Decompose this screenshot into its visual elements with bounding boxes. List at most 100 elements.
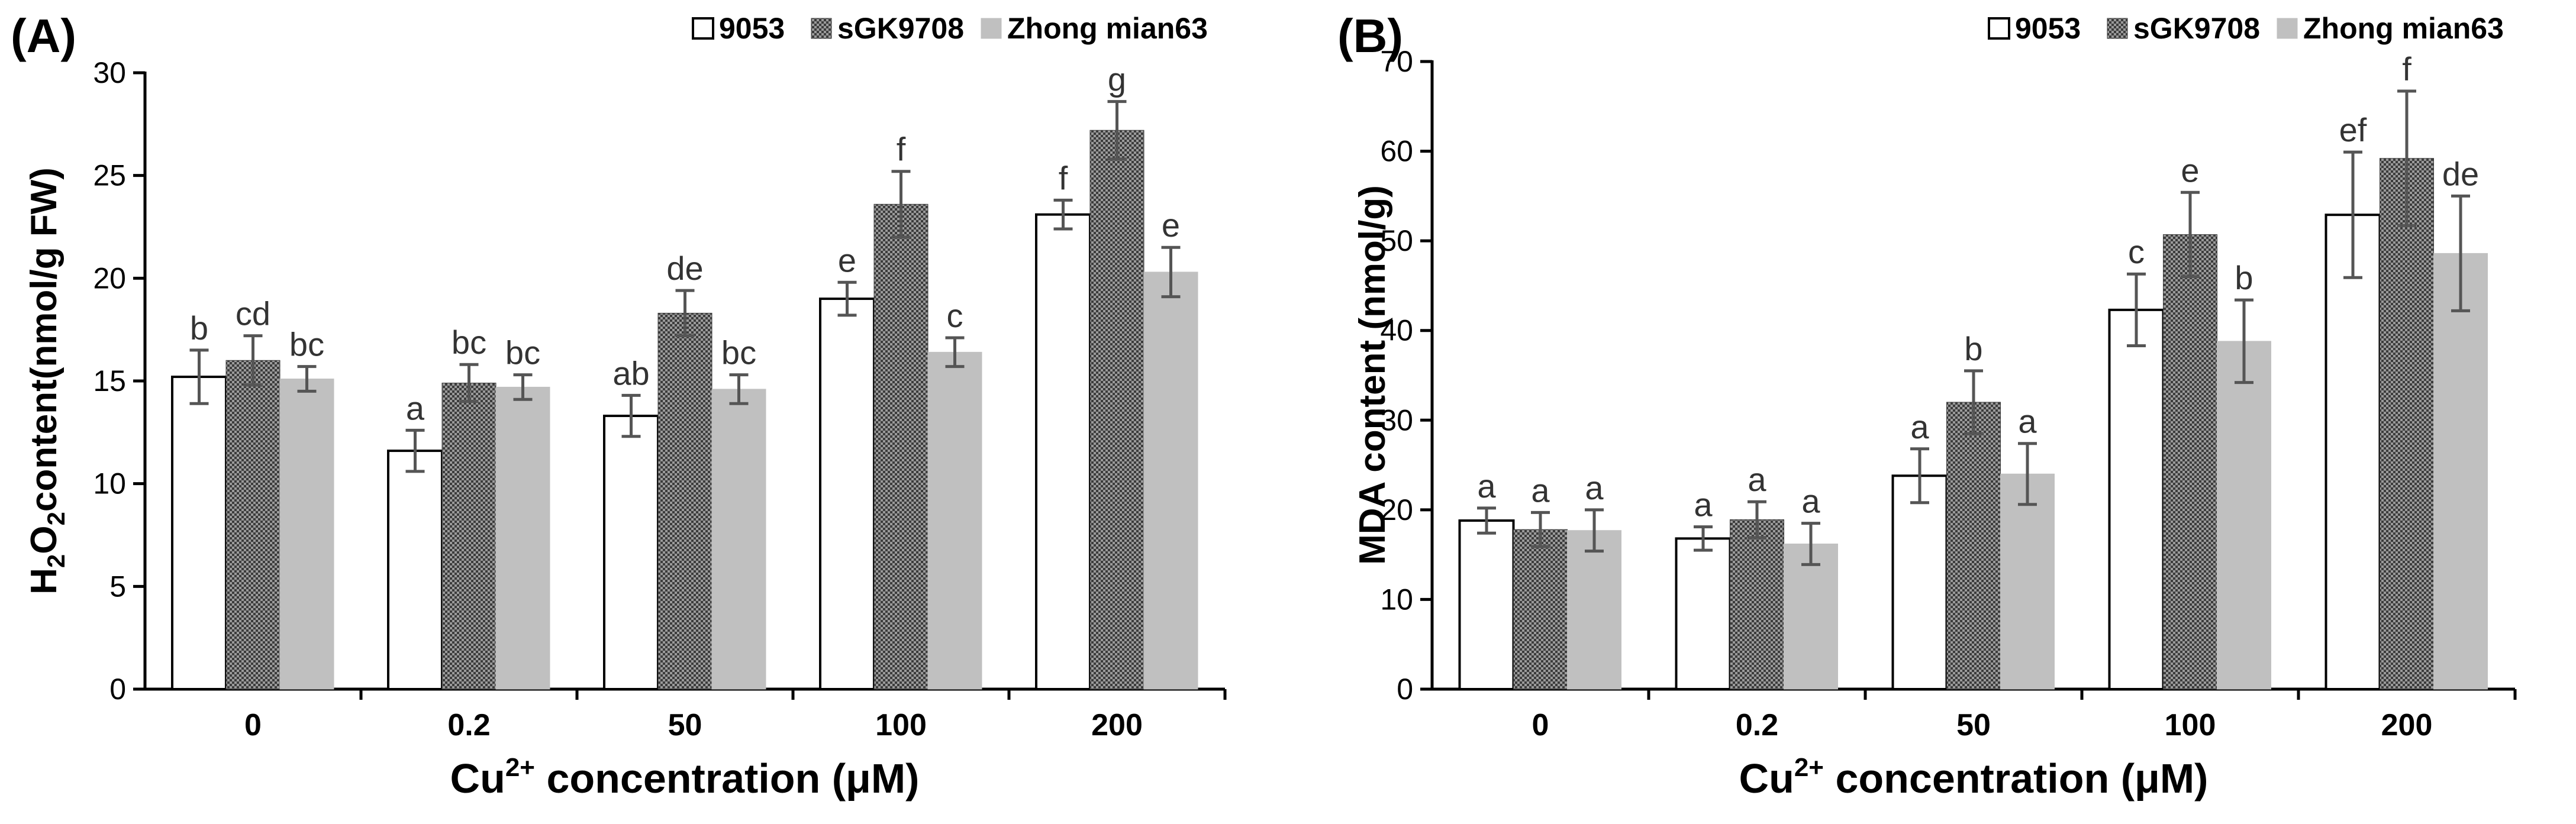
legend-swatch bbox=[811, 18, 832, 39]
y-tick-label: 0 bbox=[109, 673, 126, 706]
significance-letter: ef bbox=[2339, 111, 2367, 148]
x-tick-label: 100 bbox=[2165, 708, 2216, 742]
bar-9053 bbox=[387, 450, 443, 690]
significance-letter: c bbox=[2128, 233, 2145, 270]
significance-letter: a bbox=[1694, 486, 1713, 524]
y-axis-label: MDA content (nmol/g) bbox=[1352, 185, 1393, 565]
significance-letter: e bbox=[2181, 151, 2199, 189]
legend-label: Zhong mian63 bbox=[1007, 12, 1208, 45]
legend: Zhong mian63 sGK9708 9053 bbox=[692, 12, 1208, 45]
y-tick-label: 15 bbox=[93, 364, 126, 398]
bar-zhong-mian63 bbox=[927, 351, 982, 690]
x-axis-label: Cu2+ concentration (μM) bbox=[1739, 753, 2209, 802]
significance-letter: cd bbox=[236, 295, 270, 332]
y-tick-label: 0 bbox=[1397, 673, 1413, 706]
significance-letter: c bbox=[947, 297, 963, 334]
bar-zhong-mian63 bbox=[1143, 272, 1198, 690]
bar-zhong-mian63 bbox=[495, 386, 550, 690]
x-label-superscript: 2+ bbox=[1794, 753, 1824, 782]
y-tick-label: 10 bbox=[93, 467, 126, 500]
bar-9053 bbox=[1675, 537, 1732, 690]
x-tick-label: 0.2 bbox=[447, 708, 490, 742]
x-label-superscript: 2+ bbox=[505, 753, 535, 782]
significance-letter: a bbox=[1910, 408, 1929, 445]
x-tick-label: 200 bbox=[2381, 708, 2433, 742]
significance-letter: a bbox=[1801, 483, 1820, 520]
significance-letter: ab bbox=[612, 354, 649, 392]
legend-swatch bbox=[981, 18, 1002, 39]
bar-zhong-mian63 bbox=[2217, 341, 2271, 690]
significance-letter: e bbox=[838, 241, 856, 279]
y-tick-label: 40 bbox=[1380, 314, 1413, 347]
bar-sgk9708 bbox=[2380, 158, 2434, 690]
significance-letter: bc bbox=[505, 334, 540, 371]
legend-label: sGK9708 bbox=[837, 12, 964, 45]
significance-letter: f bbox=[2402, 50, 2411, 88]
significance-letter: de bbox=[2442, 155, 2479, 192]
bar-9053 bbox=[1891, 474, 1948, 690]
legend-swatch bbox=[692, 17, 714, 40]
y-tick-label: 30 bbox=[93, 56, 126, 89]
x-tick-label: 200 bbox=[1091, 708, 1143, 742]
y-tick-label: 70 bbox=[1380, 45, 1413, 78]
bar-9053 bbox=[2108, 308, 2165, 690]
significance-letter: bc bbox=[721, 334, 756, 371]
x-tick-label: 50 bbox=[1956, 708, 1991, 742]
y-tick-label: 10 bbox=[1380, 583, 1413, 616]
x-label-part: concentration (μM) bbox=[535, 755, 919, 802]
significance-letter: a bbox=[2018, 403, 2037, 440]
x-label-part: concentration (μM) bbox=[1824, 755, 2208, 802]
legend: Zhong mian63 sGK9708 9053 bbox=[1988, 12, 2504, 45]
panel-label: (B) bbox=[1337, 9, 1403, 62]
legend-label: 9053 bbox=[2015, 12, 2081, 45]
significance-letter: a bbox=[1585, 469, 1604, 506]
legend-swatch bbox=[2107, 18, 2128, 39]
bar-sgk9708 bbox=[1513, 529, 1568, 690]
x-label-part: Cu bbox=[450, 755, 505, 802]
y-label-subscript: 2 bbox=[42, 512, 70, 525]
legend-label: sGK9708 bbox=[2133, 12, 2260, 45]
bar-sgk9708 bbox=[1946, 402, 2001, 690]
bar-zhong-mian63 bbox=[711, 389, 766, 690]
y-label-part: O bbox=[24, 525, 65, 554]
bar-zhong-mian63 bbox=[2433, 253, 2488, 690]
significance-letter: g bbox=[1108, 61, 1126, 98]
bar-zhong-mian63 bbox=[2000, 473, 2055, 690]
x-axis-label: Cu2+ concentration (μM) bbox=[450, 753, 920, 802]
bar-9053 bbox=[2324, 214, 2381, 690]
legend-swatch bbox=[2277, 18, 2298, 39]
bar-9053 bbox=[1458, 519, 1515, 690]
bar-9053 bbox=[171, 376, 227, 690]
significance-letter: b bbox=[1964, 330, 1982, 367]
significance-letter: f bbox=[1059, 159, 1068, 196]
significance-letter: bc bbox=[289, 326, 324, 363]
bar-sgk9708 bbox=[873, 203, 928, 690]
y-label-part: content(nmol/g FW) bbox=[24, 167, 65, 512]
panel-label: (A) bbox=[11, 9, 76, 62]
x-label-part: Cu bbox=[1739, 755, 1794, 802]
y-axis-label: H2O2content(nmol/g FW) bbox=[24, 167, 70, 594]
bar-zhong-mian63 bbox=[1784, 543, 1838, 690]
significance-letter: de bbox=[666, 250, 703, 287]
bar-sgk9708 bbox=[657, 312, 712, 690]
y-tick-label: 60 bbox=[1380, 135, 1413, 168]
y-tick-label: 30 bbox=[1380, 403, 1413, 437]
bar-9053 bbox=[603, 415, 659, 691]
significance-letter: a bbox=[1531, 471, 1550, 509]
significance-letter: bc bbox=[452, 324, 486, 361]
legend-swatch bbox=[1988, 17, 2010, 40]
bar-9053 bbox=[819, 298, 875, 691]
y-tick-label: 5 bbox=[109, 570, 126, 603]
y-label-part: MDA content (nmol/g) bbox=[1352, 185, 1393, 565]
significance-letter: e bbox=[1162, 206, 1180, 244]
significance-letter: a bbox=[1477, 467, 1496, 505]
bar-9053 bbox=[1035, 213, 1091, 691]
legend-label: Zhong mian63 bbox=[2303, 12, 2504, 45]
legend-label: 9053 bbox=[719, 12, 785, 45]
x-tick-label: 0 bbox=[244, 708, 262, 742]
significance-letter: a bbox=[1748, 461, 1766, 498]
significance-letter: f bbox=[897, 131, 906, 168]
